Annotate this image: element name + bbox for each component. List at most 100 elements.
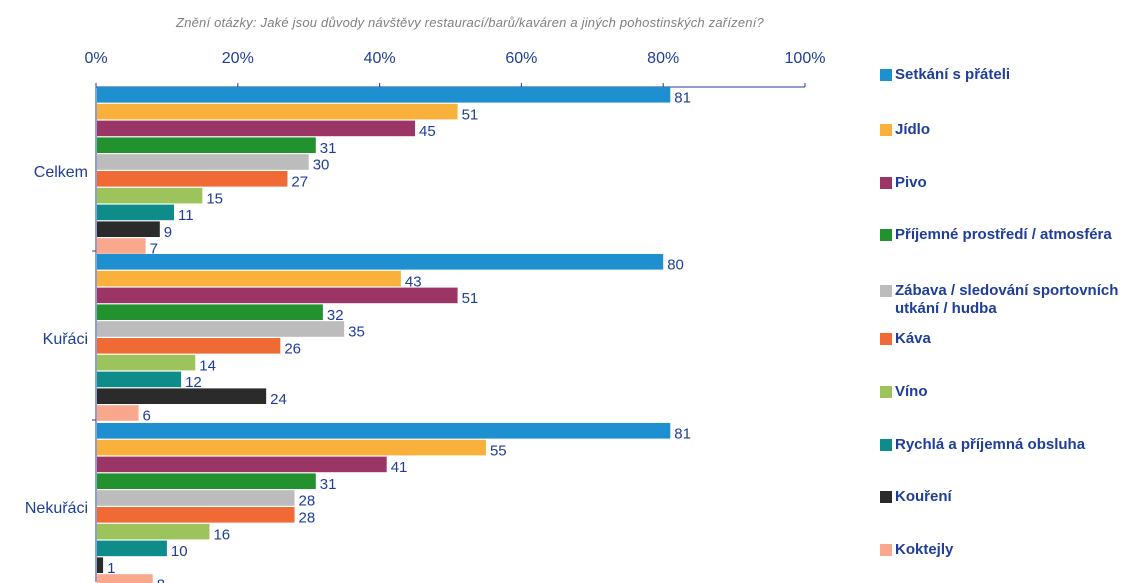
legend-item: Víno — [880, 383, 1146, 401]
data-label: 15 — [206, 190, 223, 207]
legend-item: Příjemné prostředí / atmosféra — [880, 226, 1146, 244]
legend-swatch — [880, 386, 892, 398]
bar — [97, 254, 664, 270]
legend-label: Zábava / sledování sportovních utkání / … — [895, 282, 1119, 317]
legend-item: Jídlo — [880, 121, 1146, 139]
bar — [97, 439, 486, 456]
bar — [97, 371, 182, 388]
bar — [97, 507, 295, 523]
bar — [97, 540, 167, 557]
legend-item: Káva — [880, 330, 1146, 348]
data-label: 81 — [674, 426, 691, 443]
legend-item: Kouření — [880, 488, 1146, 506]
legend-label: Kouření — [895, 488, 952, 505]
data-label: 14 — [199, 357, 216, 374]
data-label: 16 — [213, 526, 230, 543]
bar — [97, 423, 671, 439]
legend-swatch — [880, 69, 892, 81]
bar — [97, 270, 401, 287]
legend-item: Setkání s přáteli — [880, 66, 1146, 84]
legend-swatch — [880, 177, 892, 189]
bar — [97, 304, 323, 320]
x-tick-label: 0% — [84, 50, 107, 67]
bar — [97, 473, 316, 489]
category-label: Celkem — [34, 164, 88, 181]
data-label: 32 — [327, 307, 344, 324]
legend-swatch — [880, 333, 892, 345]
legend-swatch — [880, 491, 892, 503]
bar — [97, 321, 345, 337]
legend-label: Rychlá a příjemná obsluha — [895, 436, 1086, 453]
bar — [97, 354, 196, 371]
bar — [97, 287, 458, 304]
data-label: 12 — [185, 374, 202, 391]
data-label: 11 — [178, 207, 194, 224]
bar — [97, 221, 160, 237]
legend: Setkání s přáteli Jídlo Pivo Příjemné prost… — [880, 0, 1146, 583]
data-label: 31 — [320, 140, 337, 157]
data-label: 6 — [143, 408, 151, 425]
bar — [97, 238, 146, 254]
data-label: 80 — [667, 257, 684, 274]
bar — [97, 456, 387, 473]
data-label: 30 — [313, 157, 330, 174]
data-label: 8 — [157, 577, 165, 583]
category-label: Kuřáci — [43, 331, 88, 348]
category-label: Nekuřáci — [25, 500, 88, 517]
bar-chart: 0% 20% 40% 60% 80% 100% Celkem815145313027151… — [25, 50, 826, 583]
data-label: 31 — [320, 476, 337, 493]
data-label: 43 — [405, 273, 422, 290]
legend-item: Rychlá a příjemná obsluha — [880, 436, 1146, 454]
legend-label: Setkání s přáteli — [895, 66, 1011, 83]
legend-item: Pivo — [880, 174, 1146, 192]
data-label: 10 — [171, 543, 188, 560]
bar-layer — [97, 87, 671, 583]
legend-label: Koktejly — [895, 541, 954, 558]
label-layer: Celkem815145313027151197Kuřáci8043513235… — [25, 90, 691, 583]
data-label: 35 — [348, 324, 365, 341]
bar — [97, 204, 174, 221]
bar — [97, 490, 295, 506]
bar — [97, 103, 458, 120]
legend-swatch — [880, 124, 892, 136]
bar — [97, 171, 288, 187]
data-label: 26 — [284, 341, 301, 358]
data-label: 28 — [299, 510, 316, 527]
legend-swatch — [880, 229, 892, 241]
legend-label: Víno — [895, 383, 928, 400]
legend-label: Jídlo — [895, 121, 931, 138]
legend-item: Koktejly — [880, 541, 1146, 559]
x-tick-label: 40% — [364, 50, 396, 67]
data-label: 81 — [674, 90, 691, 107]
data-label: 9 — [164, 224, 172, 241]
legend-label: Příjemné prostředí / atmosféra — [895, 226, 1112, 243]
data-label: 55 — [490, 442, 507, 459]
legend-swatch — [880, 439, 892, 451]
data-label: 51 — [462, 290, 479, 307]
data-label: 45 — [419, 123, 436, 140]
x-tick-label: 60% — [505, 50, 537, 67]
legend-item: Zábava / sledování sportovních utkání / … — [880, 282, 1146, 318]
legend-swatch — [880, 285, 892, 297]
legend-label: Káva — [895, 330, 931, 347]
bar — [97, 557, 104, 573]
data-label: 27 — [291, 174, 308, 191]
bar — [97, 137, 316, 153]
bar — [97, 388, 267, 404]
x-tick-label: 100% — [785, 50, 826, 67]
bar — [97, 87, 671, 103]
bar — [97, 574, 153, 583]
data-label: 24 — [270, 391, 287, 408]
legend-label: Pivo — [895, 174, 927, 191]
bar — [97, 154, 309, 170]
bar — [97, 405, 139, 421]
data-label: 51 — [462, 106, 479, 123]
question-text: Znění otázky: Jaké jsou důvody návštěvy … — [176, 15, 764, 30]
bar — [97, 187, 203, 204]
bar — [97, 523, 210, 540]
x-tick-label: 80% — [647, 50, 679, 67]
x-tick-label: 20% — [222, 50, 254, 67]
data-label: 41 — [391, 459, 408, 476]
data-label: 7 — [150, 241, 158, 258]
legend-swatch — [880, 544, 892, 556]
